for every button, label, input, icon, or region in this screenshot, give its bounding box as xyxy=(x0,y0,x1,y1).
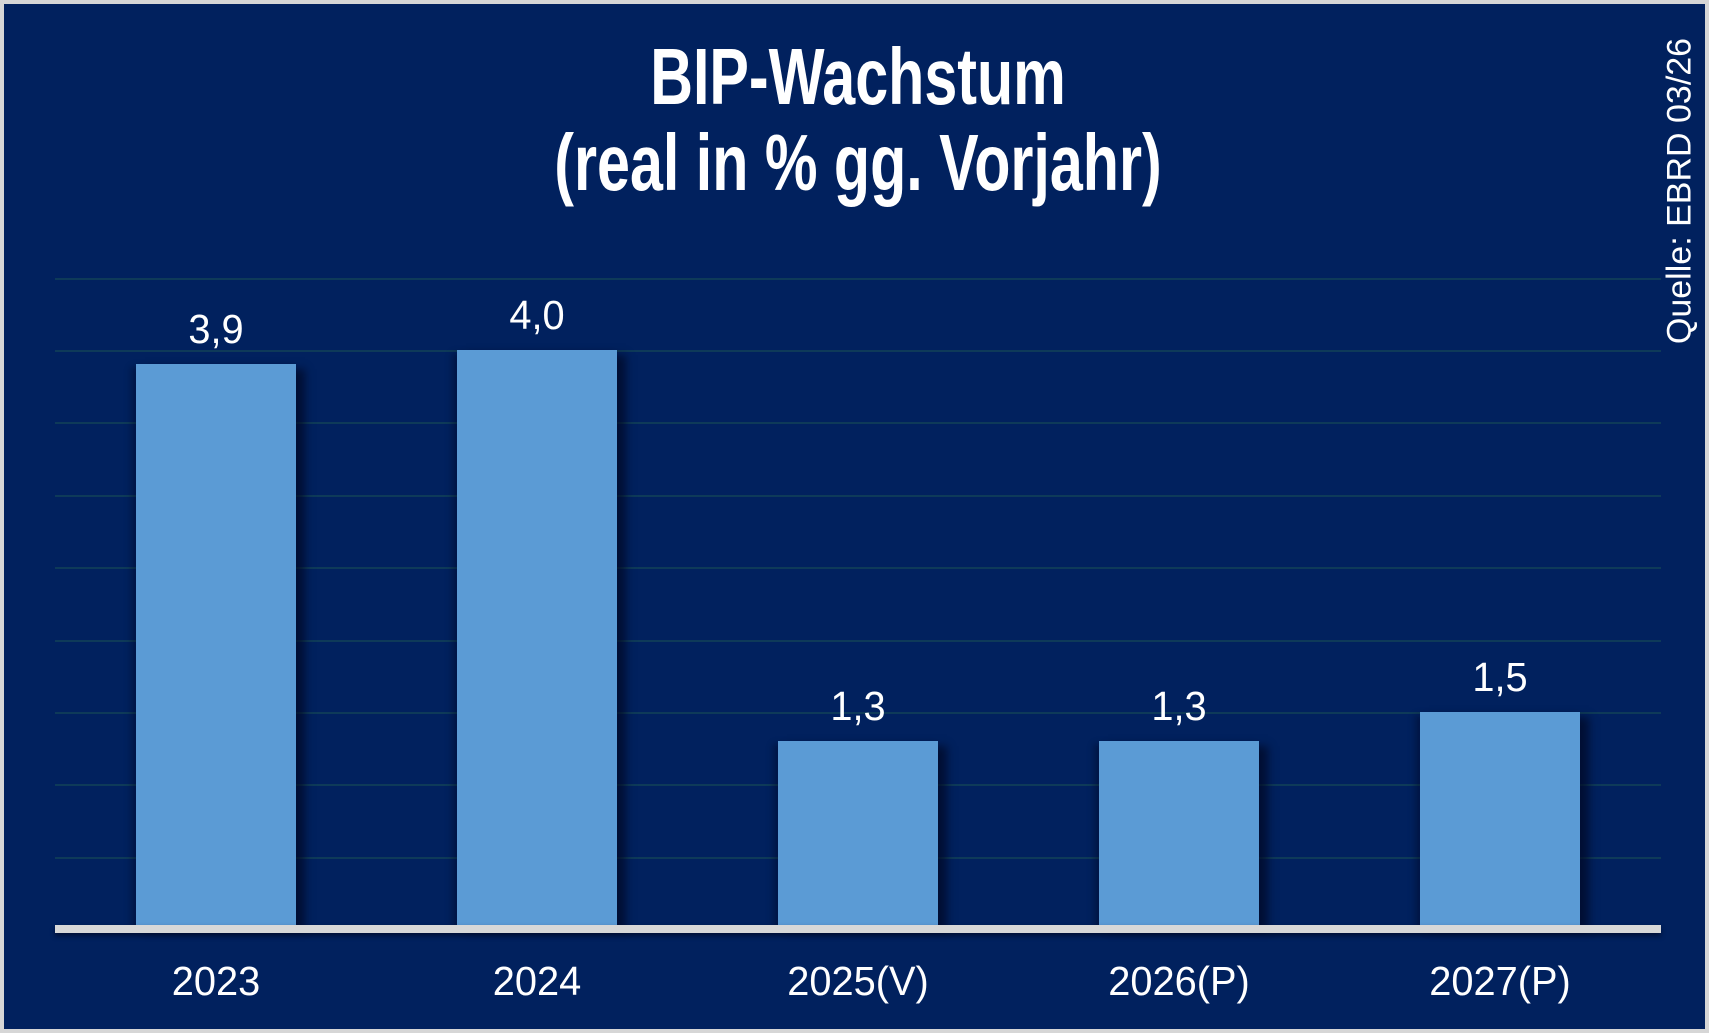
category-label-2023: 2023 xyxy=(171,958,261,1004)
chart-title-block: BIP-Wachstum (real in % gg. Vorjahr) xyxy=(55,34,1661,206)
x-axis-line xyxy=(55,925,1661,933)
gridline xyxy=(55,640,1661,642)
bar-2025(V) xyxy=(778,741,938,925)
bar-2027(P) xyxy=(1420,712,1580,925)
gridline xyxy=(55,495,1661,497)
value-label-2026(P): 1,3 xyxy=(1151,683,1207,729)
category-label-2025(V): 2025(V) xyxy=(787,958,929,1004)
value-label-2027(P): 1,5 xyxy=(1472,654,1528,700)
value-label-2023: 3,9 xyxy=(188,306,244,352)
category-label-2024: 2024 xyxy=(492,958,582,1004)
category-label-2026(P): 2026(P) xyxy=(1108,958,1250,1004)
chart-subtitle: (real in % gg. Vorjahr) xyxy=(554,118,1162,207)
chart-title: BIP-Wachstum xyxy=(650,32,1066,121)
value-label-2025(V): 1,3 xyxy=(830,683,886,729)
bar-2023 xyxy=(136,364,296,925)
gridline xyxy=(55,567,1661,569)
category-label-2027(P): 2027(P) xyxy=(1429,958,1571,1004)
bar-2024 xyxy=(457,350,617,925)
gridline xyxy=(55,422,1661,424)
gridline xyxy=(55,350,1661,352)
gridline xyxy=(55,278,1661,280)
value-label-2024: 4,0 xyxy=(509,292,565,338)
source-note: Quelle: EBRD 03/26 xyxy=(1660,37,1699,345)
bar-2026(P) xyxy=(1099,741,1259,925)
gridline xyxy=(55,712,1661,714)
